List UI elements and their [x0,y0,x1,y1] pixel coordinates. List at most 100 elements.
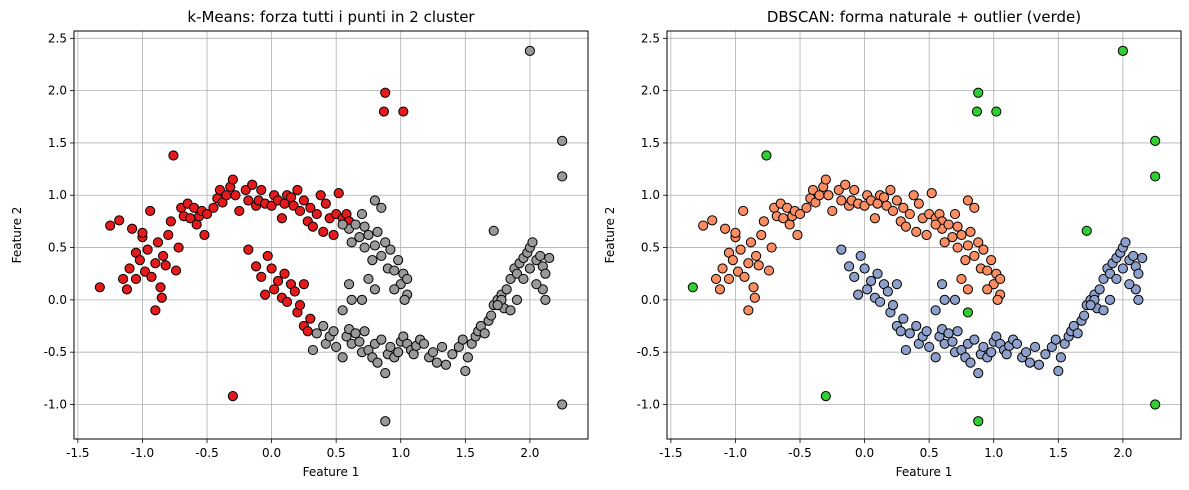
x-tick-label: -1.0 [131,446,154,460]
scatter-point [557,399,568,410]
scatter-point [199,229,210,241]
scatter-point [1029,341,1041,353]
scatter-point [827,205,838,217]
scatter-point [739,271,750,282]
scatter-point [710,273,722,285]
scatter-point [279,268,290,279]
scatter-point [992,294,1003,305]
scatter-point [956,273,967,285]
scatter-point [221,190,232,201]
scatter-point [900,221,912,232]
scatter-point [840,179,851,190]
scatter-point [142,244,153,255]
scatter-point [230,190,241,201]
scatter-point [94,282,105,293]
y-tick-label: 2.0 [48,84,67,98]
scatter-point [885,184,896,196]
scatter-point [865,275,877,287]
scatter-point [748,282,759,293]
scatter-point [372,357,383,368]
scatter-point [891,279,902,290]
y-tick-label: -1.0 [44,397,67,411]
scatter-point [973,87,984,98]
scatter-point [1117,263,1128,274]
scatter-point [995,273,1006,285]
scatter-point [298,195,309,206]
x-tick-label: 0.5 [327,446,346,460]
scatter-point [939,237,950,248]
scatter-point [898,202,909,213]
scatter-point [307,344,319,356]
scatter-point [1040,349,1051,360]
scatter-point [431,357,442,368]
scatter-point [753,260,764,271]
scatter-point [952,221,963,232]
scatter-point [518,273,529,285]
y-tick-label: 0.5 [641,241,660,255]
scatter-point [1137,252,1148,264]
scatter-point [926,188,937,199]
scatter-point [965,357,976,368]
scatter-point [378,106,390,117]
scatter-point [1001,349,1012,360]
scatter-point [501,284,512,295]
scatter-point [723,273,735,285]
x-tick-label: 1.5 [1049,446,1068,460]
scatter-point [727,255,738,266]
scatter-point [973,237,984,248]
scatter-point [256,184,267,196]
dbscan-points [687,45,1161,427]
scatter-point [311,208,322,220]
scatter-point [921,229,932,241]
scatter-point [956,229,967,241]
scatter-point [354,231,365,243]
scatter-point [908,190,919,201]
scatter-point [904,328,915,339]
scatter-point [152,237,164,248]
scatter-point [872,268,883,279]
scatter-point [307,221,319,232]
scatter-point [986,347,997,358]
scatter-point [163,229,174,241]
scatter-point [462,352,473,363]
scatter-point [969,250,980,262]
scatter-point [962,240,974,251]
scatter-point [991,106,1002,117]
scatter-point [1124,279,1135,290]
scatter-point [402,273,413,285]
scatter-point [758,216,769,227]
scatter-point [160,260,171,271]
scatter-point [882,286,893,297]
scatter-point [243,244,254,255]
scatter-point [343,279,355,290]
scatter-point [294,299,306,311]
y-tick-label: 1.0 [48,188,67,202]
scatter-point [978,244,989,255]
scatter-point [276,213,288,224]
scatter-point [436,341,448,353]
scatter-point [743,305,754,316]
scatter-point [486,310,497,321]
scatter-point [853,289,864,300]
scatter-point [1020,347,1032,358]
scatter-point [247,179,258,190]
scatter-point [367,255,378,266]
x-tick-label: 2.0 [1113,446,1132,460]
scatter-point [311,328,322,339]
scatter-point [302,326,313,337]
scatter-point [127,223,138,234]
x-tick-label: 1.0 [391,446,410,460]
scatter-point [1133,294,1144,305]
scatter-point [1111,273,1122,285]
y-tick-label: 1.5 [641,136,660,150]
scatter-point [385,341,396,353]
scatter-point [350,219,361,230]
scatter-point [735,244,746,255]
scatter-point [784,219,795,230]
scatter-point [376,202,387,213]
scatter-point [949,294,961,305]
scatter-point [982,284,993,295]
scatter-point [292,184,303,196]
x-tick-label: 1.5 [456,446,475,460]
